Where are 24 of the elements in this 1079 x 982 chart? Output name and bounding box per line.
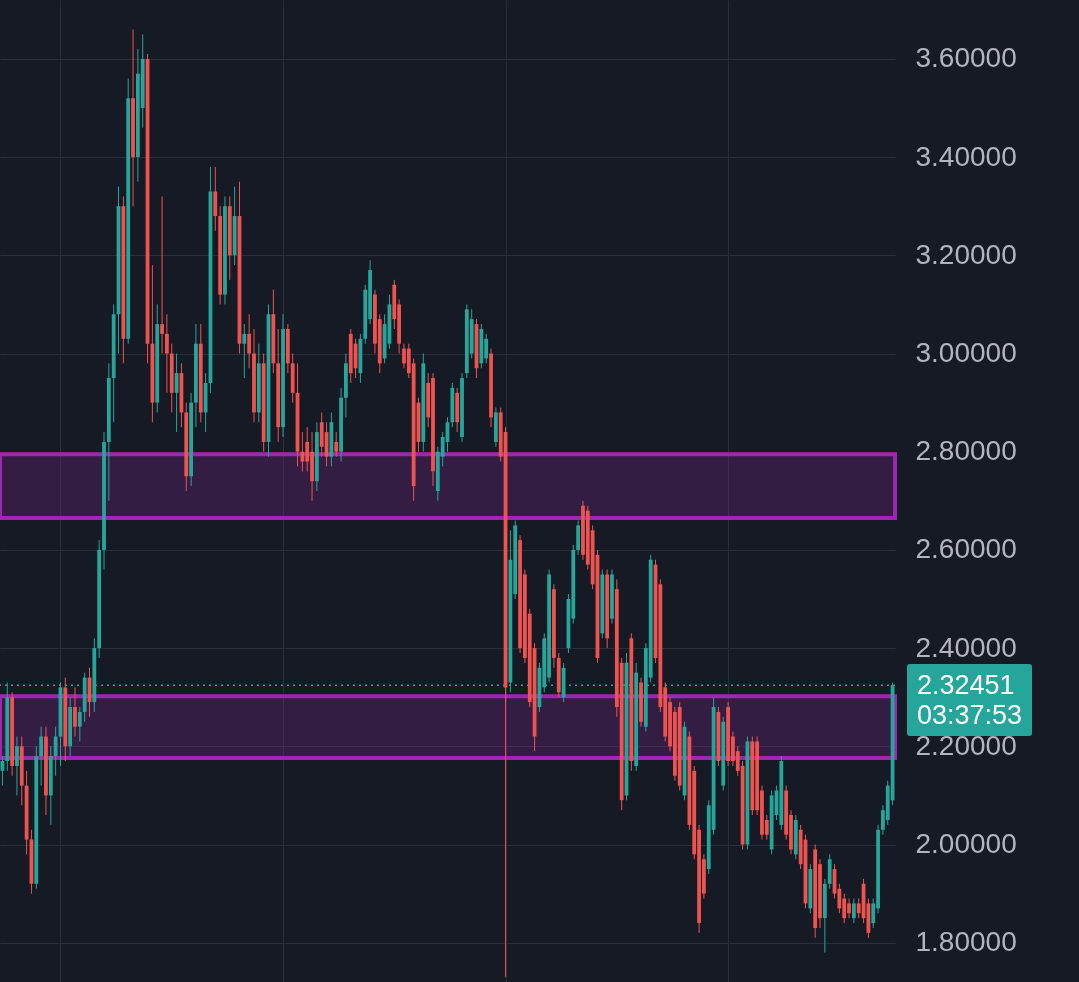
candlestick [300, 431, 305, 472]
candlestick [77, 706, 82, 742]
y-tick-label: 2.60000 [915, 533, 1017, 565]
candlestick [39, 726, 44, 787]
y-tick-label: 2.20000 [915, 729, 1017, 761]
candlestick [73, 686, 77, 737]
y-tick-label: 3.00000 [915, 337, 1017, 369]
ref-line-label: 2.32451 [917, 670, 1016, 701]
candlestick [851, 898, 856, 924]
candlestick [165, 313, 169, 394]
y-tick-label: 2.40000 [915, 631, 1017, 663]
y-tick-label: 2.80000 [915, 435, 1017, 467]
candlestick [160, 195, 164, 355]
candlestick [15, 736, 19, 796]
candlestick [53, 726, 58, 777]
y-tick-label: 3.40000 [915, 140, 1017, 172]
text: 03:37:53 [917, 700, 1023, 731]
y-tick-label: 3.20000 [915, 238, 1017, 270]
y-tick-label: 1.80000 [915, 926, 1017, 958]
candlestick [334, 431, 339, 458]
y-tick-label: 2.00000 [915, 828, 1017, 860]
candlestick [242, 323, 247, 379]
y-tick-label: 3.60000 [915, 42, 1017, 74]
candlestick [247, 313, 252, 369]
